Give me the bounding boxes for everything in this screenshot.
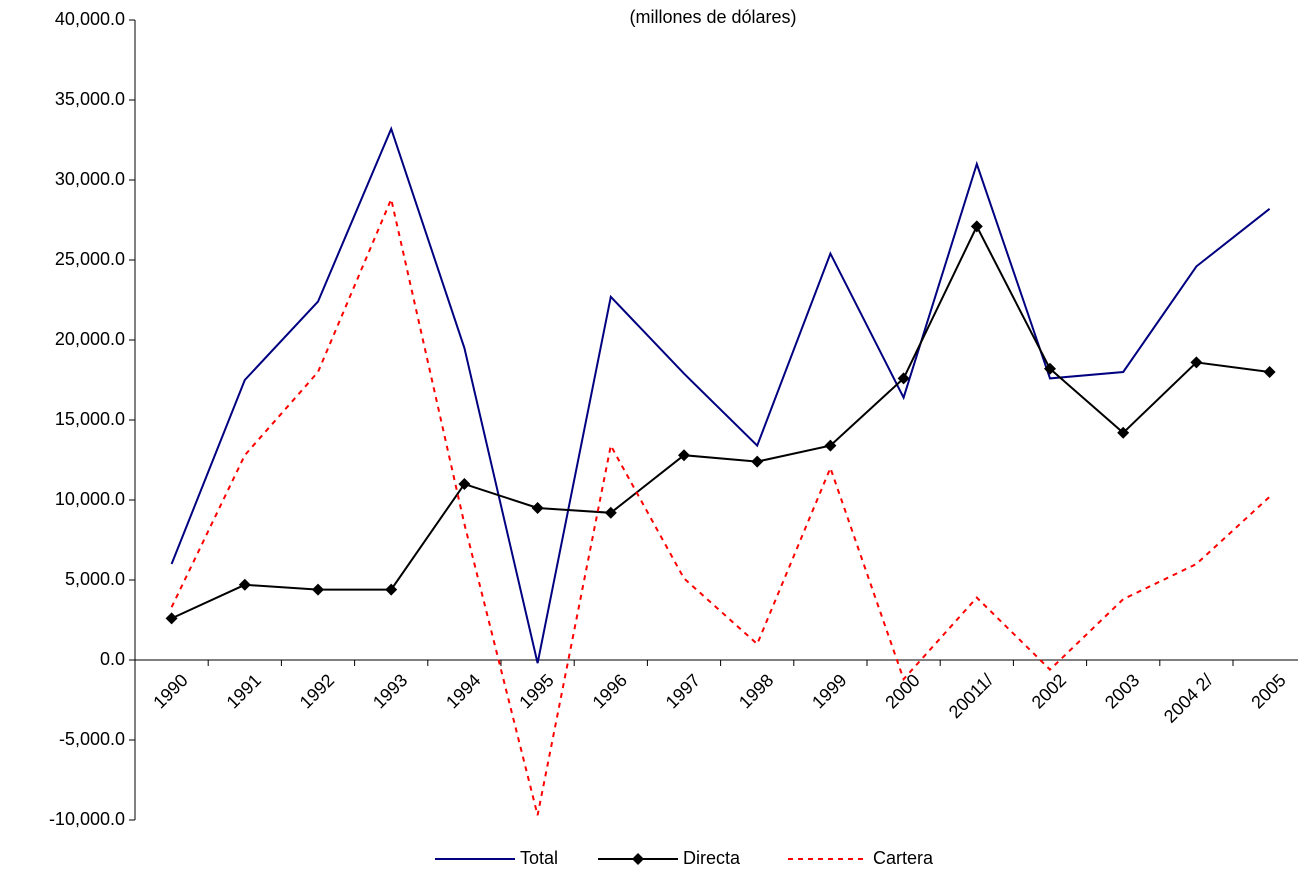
x-tick-label: 1996: [589, 670, 631, 712]
y-tick-label: 0.0: [100, 649, 125, 669]
x-tick-label: 2005: [1247, 670, 1289, 712]
x-tick-label: 1994: [442, 670, 484, 712]
x-tick-label: 2000: [881, 670, 923, 712]
y-tick-label: 25,000.0: [55, 249, 125, 269]
point-marker: [458, 478, 471, 490]
x-tick-label: 1995: [515, 670, 557, 712]
x-tick-label: 1993: [369, 670, 411, 712]
x-tick-label: 1991: [223, 670, 265, 712]
y-tick-label: 35,000.0: [55, 89, 125, 109]
x-tick-label: 1990: [149, 670, 191, 712]
x-tick-label: 20011/: [945, 670, 997, 722]
x-tick-label: 1998: [735, 670, 777, 712]
point-marker: [238, 578, 251, 591]
series-line: [170, 195, 1271, 816]
point-marker: [165, 612, 178, 625]
y-tick-label: 40,000.0: [55, 9, 125, 29]
point-marker: [531, 502, 544, 514]
point-marker: [1263, 366, 1276, 378]
legend-marker: [632, 853, 644, 865]
y-tick-label: -10,000.0: [49, 809, 125, 829]
x-tick-label: 1999: [808, 670, 850, 712]
point-marker: [385, 583, 398, 596]
x-tick-label: 1997: [662, 670, 704, 712]
x-tick-label: 1992: [296, 670, 338, 712]
x-tick-label: 2002: [1028, 670, 1070, 712]
y-tick-label: 20,000.0: [55, 329, 125, 349]
point-marker: [1044, 362, 1056, 375]
point-marker: [751, 455, 764, 468]
point-marker: [897, 372, 910, 385]
point-marker: [604, 506, 617, 519]
point-marker: [970, 220, 983, 233]
point-marker: [1117, 426, 1130, 439]
x-tick-label: 2004 2/: [1160, 670, 1217, 727]
legend-label: Directa: [683, 848, 741, 868]
point-marker: [678, 449, 690, 462]
point-marker: [1190, 356, 1203, 369]
legend-label: Cartera: [873, 848, 934, 868]
point-marker: [824, 439, 837, 452]
y-tick-label: 5,000.0: [65, 569, 125, 589]
y-tick-label: 15,000.0: [55, 409, 125, 429]
chart-title: (millones de dólares): [629, 7, 796, 27]
y-tick-label: 30,000.0: [55, 169, 125, 189]
series-line: [171, 224, 1270, 620]
x-tick-label: 2003: [1101, 670, 1143, 712]
y-tick-label: -5,000.0: [59, 729, 125, 749]
series-line: [170, 125, 1271, 664]
legend-label: Total: [520, 848, 558, 868]
point-marker: [312, 583, 324, 596]
y-tick-label: 10,000.0: [55, 489, 125, 509]
